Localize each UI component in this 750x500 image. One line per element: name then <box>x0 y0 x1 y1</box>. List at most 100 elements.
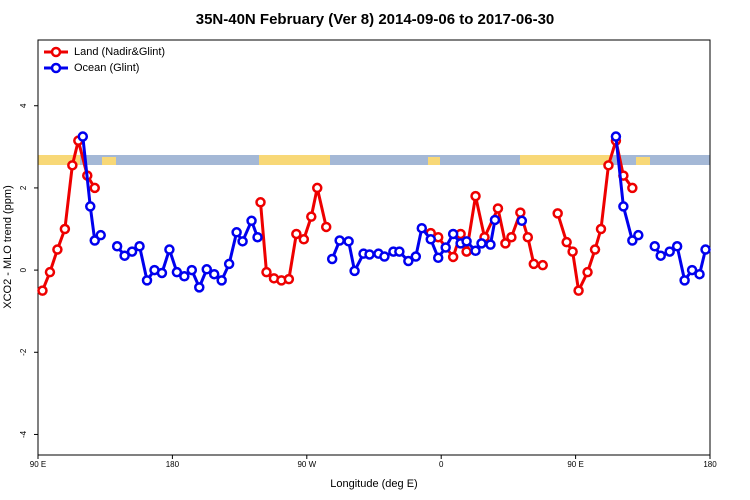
point <box>655 250 666 261</box>
point <box>334 235 345 246</box>
point <box>246 215 257 227</box>
y-tick-label: -4 <box>19 430 28 438</box>
point <box>470 245 481 257</box>
point <box>291 228 302 240</box>
point <box>252 231 263 243</box>
point <box>440 242 451 253</box>
point <box>447 228 459 240</box>
point <box>326 253 338 265</box>
point <box>470 190 481 202</box>
point <box>349 265 360 277</box>
point <box>126 246 138 257</box>
point <box>664 246 675 257</box>
point <box>573 285 584 296</box>
point <box>515 207 526 218</box>
point <box>223 258 235 270</box>
point <box>52 244 63 255</box>
y-tick-label: 0 <box>19 267 28 272</box>
point <box>694 268 705 280</box>
point <box>44 266 56 278</box>
point <box>618 201 629 212</box>
point <box>134 241 145 252</box>
legend-label: Land (Nadir&Glint) <box>74 46 165 58</box>
point <box>394 246 405 257</box>
y-axis-label: XCO2 - MLO trend (ppm) <box>2 185 14 308</box>
point <box>528 258 540 270</box>
point <box>627 182 638 194</box>
point <box>686 264 698 276</box>
point <box>208 268 220 280</box>
point <box>671 241 683 252</box>
point <box>403 255 414 267</box>
x-tick-label: 90 W <box>297 460 316 469</box>
point <box>95 229 106 241</box>
x-tick-label: 90 E <box>567 460 583 469</box>
point <box>343 236 354 247</box>
point <box>89 182 100 194</box>
point <box>67 160 78 171</box>
point <box>506 231 517 243</box>
point <box>201 264 212 275</box>
point <box>77 131 89 142</box>
point <box>500 238 511 249</box>
point <box>255 197 266 208</box>
point <box>171 266 183 278</box>
point <box>589 244 601 255</box>
point <box>194 282 205 293</box>
point <box>283 273 295 285</box>
point <box>447 251 459 263</box>
x-tick-label: 90 E <box>30 460 46 469</box>
point <box>364 249 375 260</box>
point <box>552 208 563 219</box>
point <box>111 241 123 252</box>
point <box>237 236 248 247</box>
point <box>425 234 436 245</box>
point <box>261 266 272 278</box>
point <box>461 236 472 247</box>
y-tick-label: -2 <box>19 348 28 356</box>
point <box>59 223 71 235</box>
point <box>432 252 444 264</box>
y-tick-label: 2 <box>19 185 28 190</box>
point <box>561 236 572 248</box>
point <box>320 221 332 233</box>
point <box>633 229 644 241</box>
point <box>186 264 198 276</box>
point <box>312 182 323 194</box>
legend-marker <box>50 46 62 58</box>
point <box>492 203 504 214</box>
point <box>410 251 422 262</box>
point <box>216 275 227 286</box>
x-axis-label: Longitude (deg E) <box>330 478 417 490</box>
point <box>603 160 614 171</box>
point <box>567 246 578 257</box>
point <box>164 244 175 255</box>
point <box>537 259 548 271</box>
point <box>416 222 428 234</box>
point <box>516 215 528 227</box>
point <box>582 266 593 278</box>
x-tick-label: 0 <box>439 460 444 469</box>
point <box>461 246 472 257</box>
point <box>485 239 496 250</box>
point <box>85 201 96 212</box>
point <box>610 131 622 142</box>
point <box>141 275 153 286</box>
point <box>298 234 310 245</box>
x-tick-label: 180 <box>703 460 717 469</box>
point <box>649 241 660 252</box>
point <box>231 227 242 238</box>
y-tick-label: 4 <box>19 103 28 108</box>
point <box>156 267 168 279</box>
x-tick-label: 180 <box>166 460 180 469</box>
legend-marker <box>50 62 62 74</box>
point <box>489 214 501 226</box>
point <box>119 250 130 261</box>
point <box>179 271 190 282</box>
point <box>700 244 711 255</box>
legend-label: Ocean (Glint) <box>74 62 139 74</box>
point <box>306 211 317 222</box>
point <box>595 223 607 235</box>
